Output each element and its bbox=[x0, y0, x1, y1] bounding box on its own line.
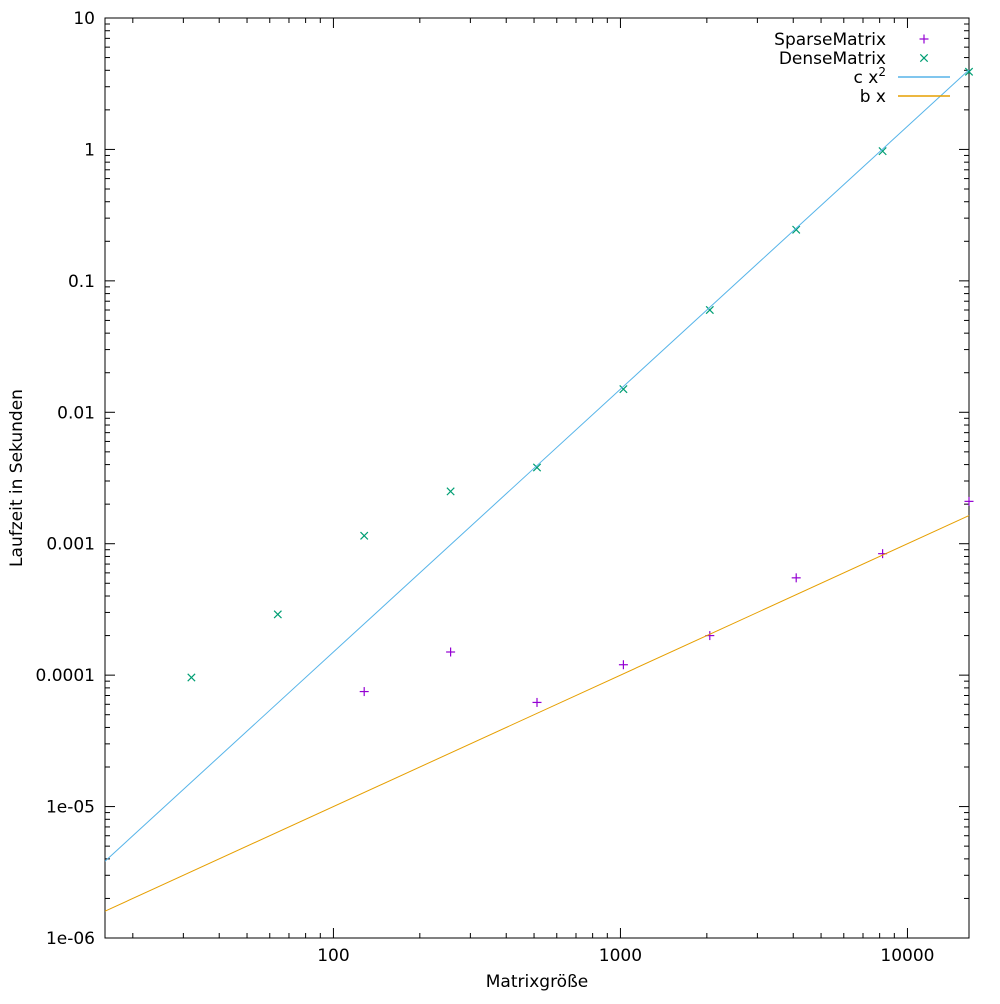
cross-marker-icon bbox=[446, 487, 455, 496]
cross-marker-icon bbox=[360, 531, 369, 540]
x-tick-label: 10000 bbox=[880, 946, 934, 966]
y-tick-label: 10 bbox=[73, 9, 95, 29]
cross-marker-icon bbox=[273, 610, 282, 619]
legend-label: SparseMatrix bbox=[774, 30, 886, 50]
legend-entry-c-x-2: c x2 bbox=[854, 65, 950, 88]
y-tick-label: 1e-05 bbox=[46, 798, 95, 818]
data-series bbox=[104, 67, 974, 912]
axes: 100 1000 10000 10 1 0.1 0.01 0.001 0.0001 1e-05 1e… bbox=[36, 9, 970, 966]
cross-marker-icon bbox=[532, 463, 542, 472]
x-tick-label: 100 bbox=[317, 946, 349, 966]
legend-label: b x bbox=[860, 87, 886, 107]
y-tick-label: 1e-06 bbox=[46, 929, 95, 949]
function-line bbox=[104, 515, 970, 912]
series-c-x-2 bbox=[104, 69, 970, 862]
legend-entry-sparsematrix: SparseMatrix bbox=[774, 30, 929, 50]
cross-marker-icon bbox=[919, 53, 929, 63]
cross-marker-icon bbox=[705, 305, 714, 315]
y-tick-label: 1 bbox=[84, 140, 95, 160]
cross-marker-icon bbox=[964, 67, 974, 76]
x-tick-label: 1000 bbox=[599, 946, 642, 966]
y-tick-label: 0.001 bbox=[46, 535, 95, 555]
legend-entry-densematrix: DenseMatrix bbox=[779, 49, 929, 69]
y-tick-label: 0.0001 bbox=[36, 666, 95, 686]
cross-marker-icon bbox=[619, 385, 628, 394]
cross-marker-icon bbox=[792, 225, 801, 234]
y-axis-label: Laufzeit in Sekunden bbox=[7, 389, 27, 567]
legend-label: DenseMatrix bbox=[779, 49, 886, 69]
series-densematrix bbox=[187, 67, 974, 682]
y-tick-label: 0.1 bbox=[68, 272, 95, 292]
series-b-x bbox=[104, 515, 970, 912]
x-axis-label: Matrixgröße bbox=[486, 972, 589, 992]
legend-entry-b-x: b x bbox=[860, 87, 950, 107]
plot-border bbox=[104, 17, 970, 939]
cross-marker-icon bbox=[878, 147, 887, 156]
series-sparsematrix bbox=[359, 496, 974, 707]
y-tick-label: 0.01 bbox=[57, 403, 95, 423]
cross-marker-icon bbox=[187, 673, 196, 682]
function-line bbox=[104, 69, 970, 862]
legend-label: c x2 bbox=[854, 65, 886, 88]
